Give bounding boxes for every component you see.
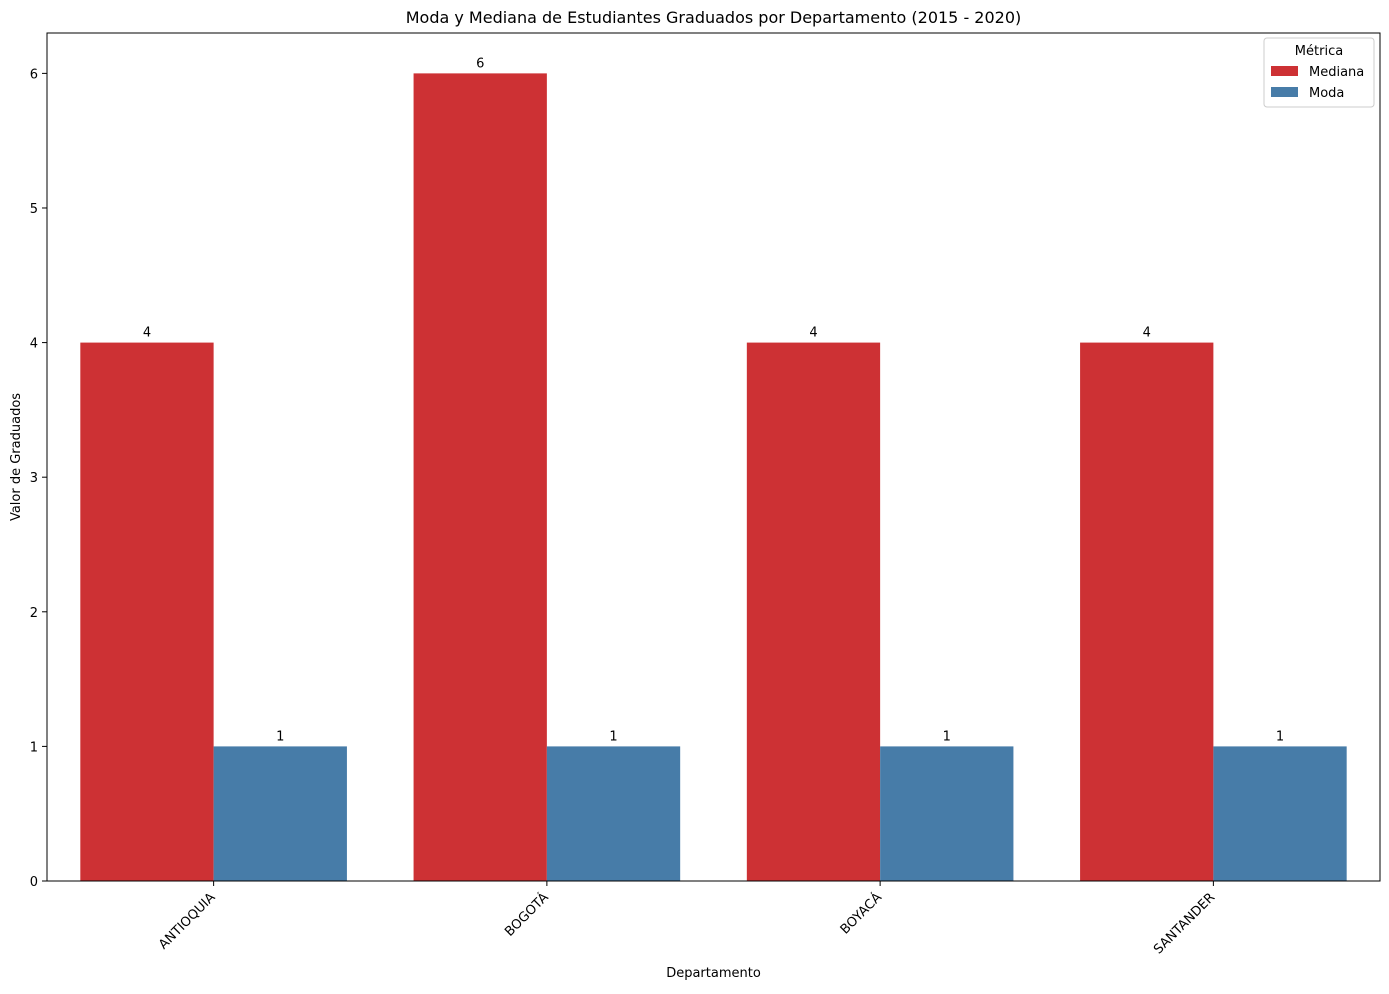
- y-tick-label-4: 4: [30, 337, 38, 352]
- data-label-moda-bogota: 1: [609, 729, 617, 744]
- legend-label-moda: Moda: [1309, 86, 1344, 101]
- y-tick-label-2: 2: [30, 606, 38, 621]
- data-label-moda-boyaca: 1: [943, 729, 951, 744]
- bar-moda-antioquia: [213, 746, 347, 881]
- bar-moda-boyaca: [880, 746, 1014, 881]
- data-label-mediana-santander: 4: [1143, 326, 1151, 341]
- y-tick-label-0: 0: [30, 875, 38, 890]
- data-label-mediana-antioquia: 4: [143, 326, 151, 341]
- x-tick-label-bogota: BOGOTÁ: [501, 889, 551, 939]
- x-axis: ANTIOQUIA BOGOTÁ BOYACÁ SANTANDER: [156, 881, 1218, 957]
- bar-mediana-santander: [1080, 342, 1214, 882]
- plot-frame: [46, 32, 1381, 882]
- bars-layer: [80, 73, 1347, 882]
- data-label-mediana-boyaca: 4: [809, 326, 817, 341]
- legend-label-mediana: Mediana: [1309, 65, 1364, 80]
- bar-moda-bogota: [546, 746, 681, 881]
- y-tick-label-1: 1: [30, 740, 38, 755]
- data-label-moda-antioquia: 1: [276, 729, 284, 744]
- data-label-mediana-bogota: 6: [476, 56, 484, 71]
- bar-mediana-antioquia: [80, 342, 214, 882]
- y-tick-label-5: 5: [30, 202, 38, 217]
- bar-mediana-boyaca: [746, 342, 881, 882]
- x-tick-label-santander: SANTANDER: [1151, 890, 1218, 957]
- x-tick-label-boyaca: BOYACÁ: [837, 889, 885, 937]
- chart-title: Moda y Mediana de Estudiantes Graduados …: [406, 8, 1022, 27]
- x-axis-label: Departamento: [666, 966, 761, 981]
- data-label-moda-santander: 1: [1276, 729, 1284, 744]
- data-labels-layer: 4 1 6 1 4 1 4 1: [143, 56, 1284, 744]
- y-tick-label-3: 3: [30, 471, 38, 486]
- y-axis-label: Valor de Graduados: [9, 393, 24, 521]
- legend-swatch-moda: [1271, 87, 1298, 97]
- y-tick-label-6: 6: [30, 67, 38, 82]
- x-tick-label-antioquia: ANTIOQUIA: [156, 890, 218, 952]
- legend-title: Métrica: [1295, 44, 1343, 59]
- bar-mediana-bogota: [413, 73, 547, 881]
- y-axis: 0 1 2 3 4 5 6: [30, 67, 47, 890]
- legend-swatch-mediana: [1271, 66, 1298, 76]
- legend: Métrica Mediana Moda: [1263, 37, 1375, 108]
- bar-moda-santander: [1213, 746, 1347, 881]
